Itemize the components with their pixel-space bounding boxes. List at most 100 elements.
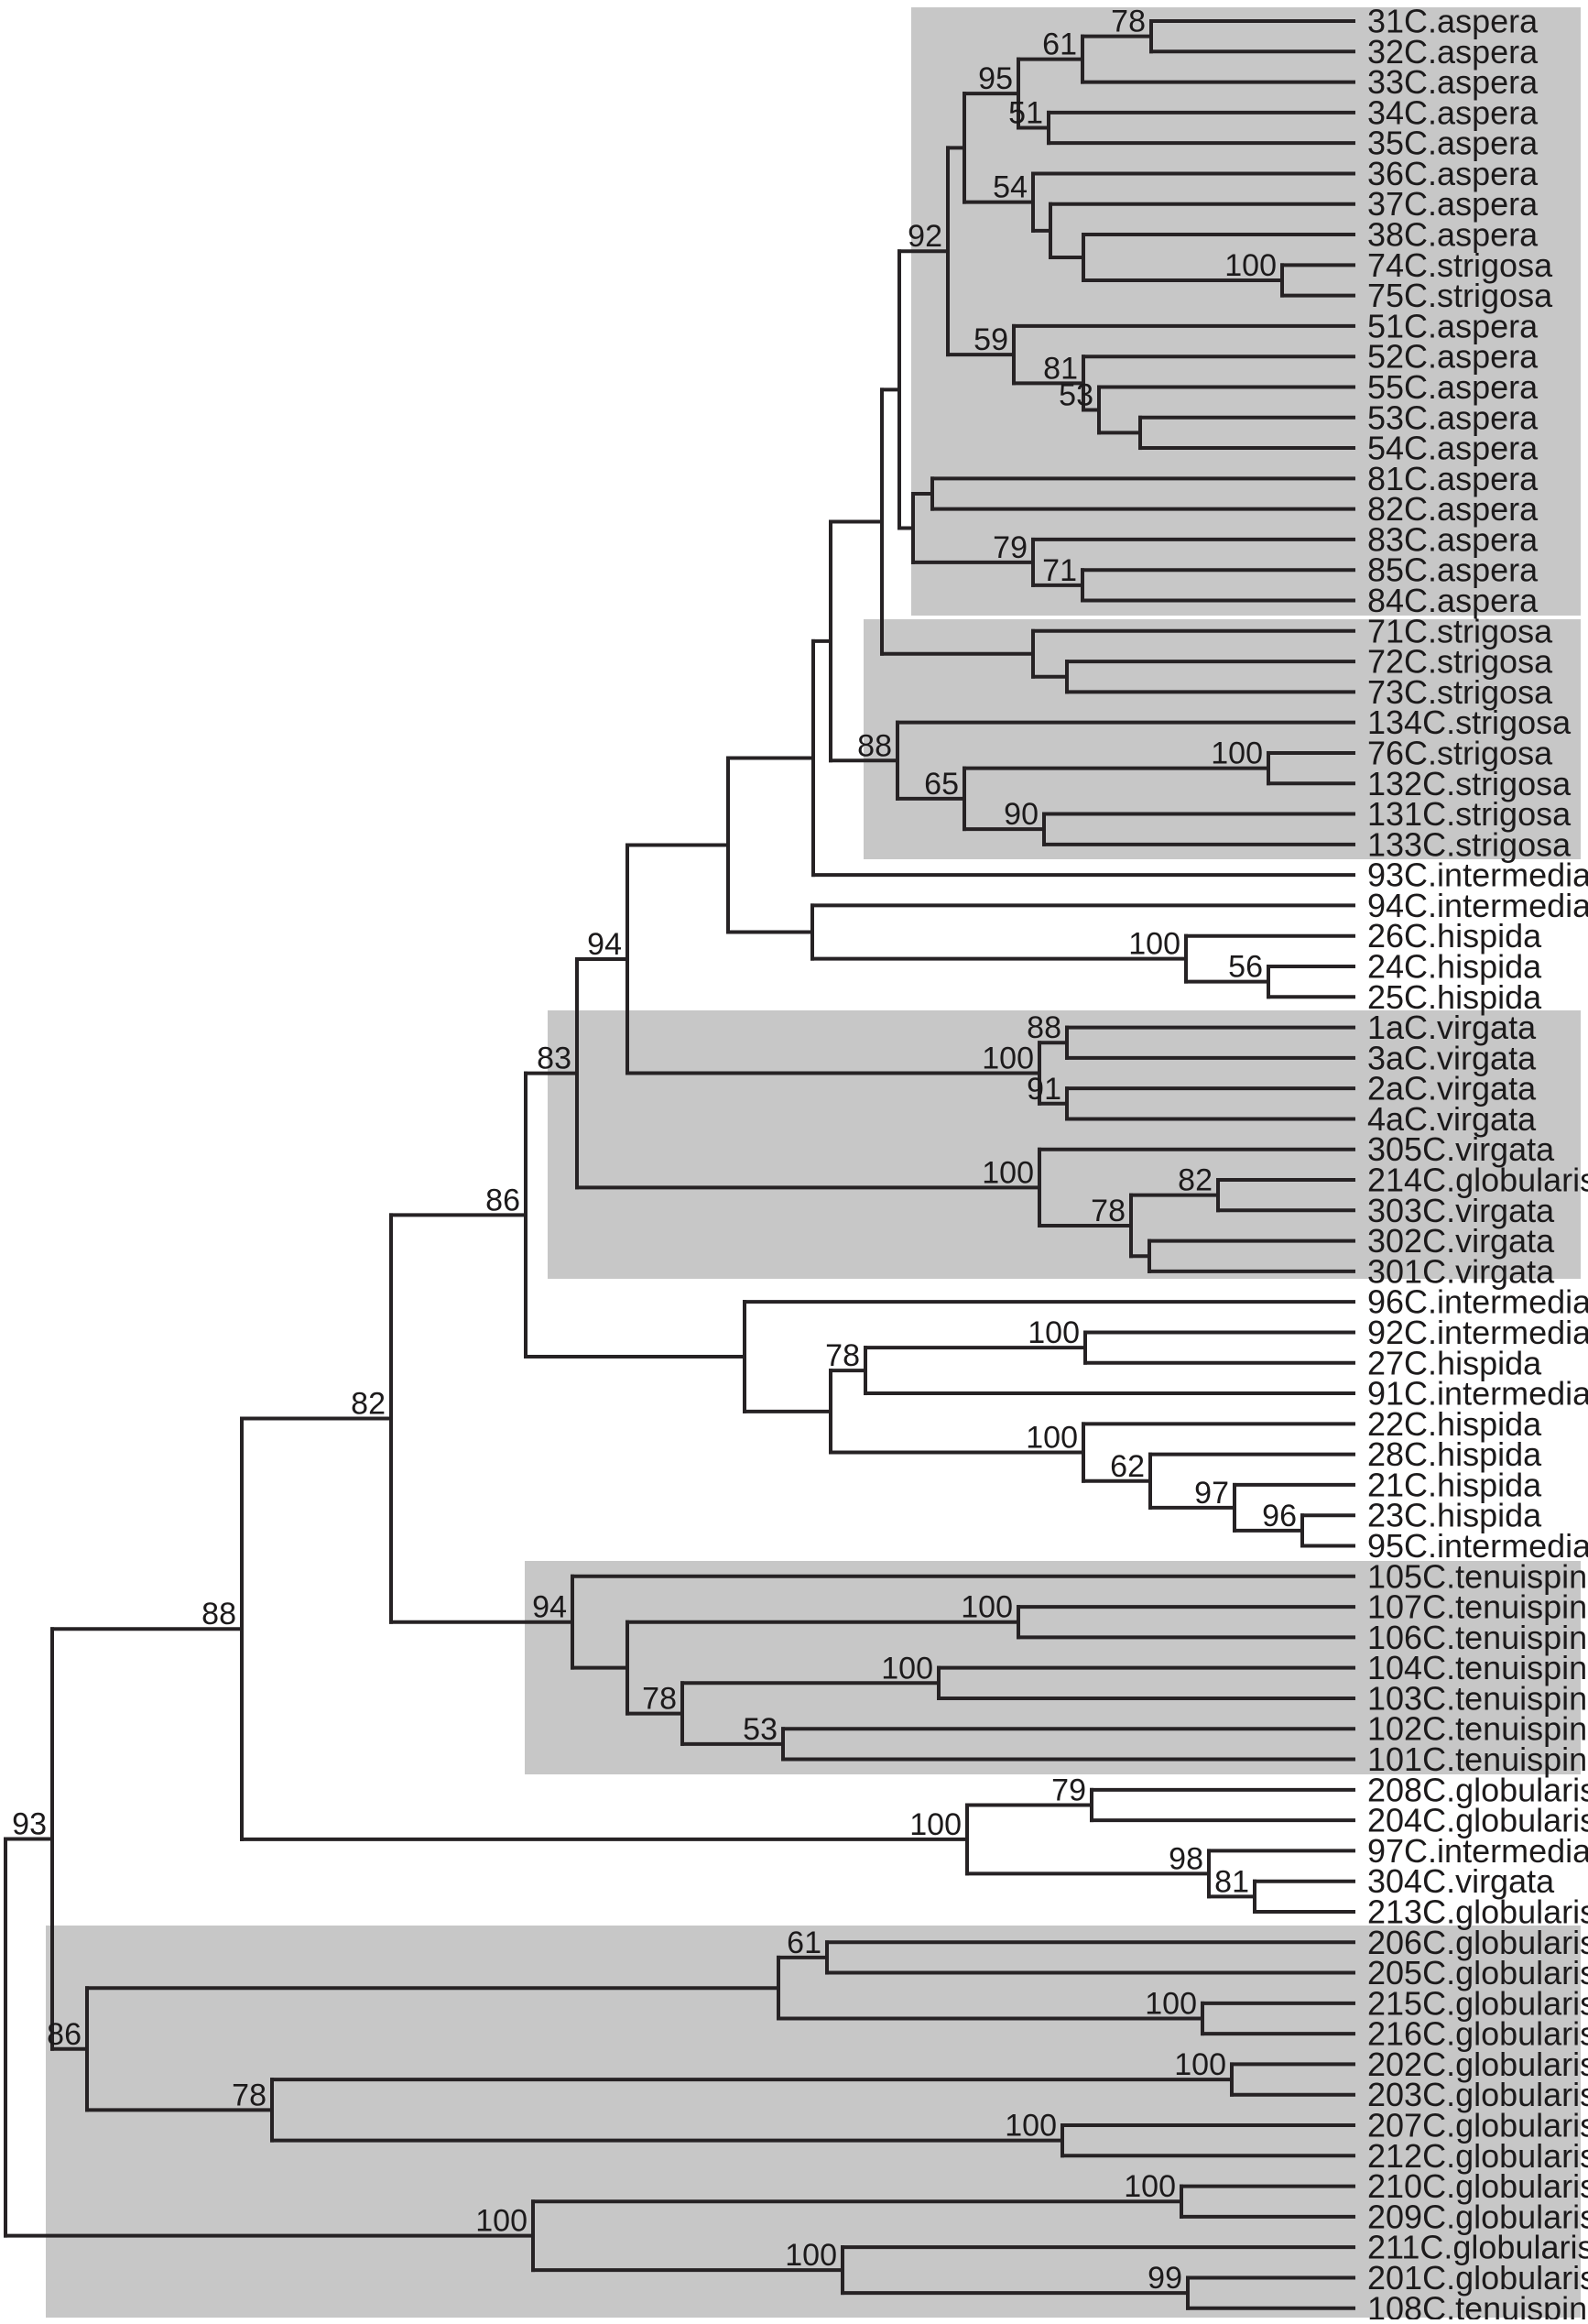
taxon-label: 83C.aspera (1367, 520, 1539, 558)
bootstrap-value-label: 78 (1091, 1194, 1126, 1228)
bootstrap-value-label: 91 (1027, 1072, 1061, 1107)
bootstrap-value-label: 78 (642, 1682, 677, 1717)
taxon-label: 4aC.virgata (1367, 1100, 1537, 1138)
taxon-label: 2aC.virgata (1367, 1070, 1537, 1107)
taxon-label: 25C.hispida (1367, 978, 1542, 1016)
taxon-label: 107C.tenuispina (1367, 1588, 1588, 1626)
taxon-label: 205C.globularis (1367, 1954, 1588, 1991)
clade-box (46, 1926, 1581, 2318)
bootstrap-value-label: 100 (1128, 927, 1180, 962)
taxon-label: 304C.virgata (1367, 1862, 1555, 1900)
taxon-label: 81C.aspera (1367, 460, 1539, 497)
bootstrap-value-label: 81 (1214, 1864, 1249, 1899)
taxon-label: 104C.tenuispina (1367, 1649, 1588, 1686)
taxon-label: 211C.globularis (1367, 2229, 1588, 2266)
bootstrap-value-label: 100 (785, 2238, 837, 2273)
taxon-label: 302C.virgata (1367, 1222, 1555, 1260)
bootstrap-value-label: 90 (1004, 797, 1039, 832)
clade-box (864, 619, 1581, 859)
bootstrap-value-label: 100 (881, 1651, 933, 1686)
bootstrap-value-label: 100 (475, 2204, 528, 2239)
taxon-label: 103C.tenuispina (1367, 1679, 1588, 1717)
taxon-label: 23C.hispida (1367, 1497, 1542, 1534)
bootstrap-value-label: 61 (1042, 27, 1077, 62)
taxon-label: 3aC.virgata (1367, 1039, 1537, 1076)
bootstrap-value-label: 100 (1224, 248, 1277, 283)
bootstrap-value-label: 82 (351, 1387, 386, 1422)
bootstrap-value-label: 88 (1027, 1010, 1061, 1045)
taxon-label: 55C.aspera (1367, 368, 1539, 406)
bootstrap-value-label: 51 (1008, 96, 1043, 131)
taxon-label: 24C.hispida (1367, 947, 1542, 985)
taxon-label: 75C.strigosa (1367, 277, 1553, 314)
bootstrap-value-label: 53 (1059, 377, 1093, 412)
bootstrap-value-label: 78 (1111, 5, 1146, 39)
bootstrap-value-label: 100 (982, 1155, 1034, 1190)
bootstrap-value-label: 78 (825, 1338, 860, 1373)
taxon-label: 73C.strigosa (1367, 673, 1553, 711)
taxon-label: 92C.intermedia (1367, 1314, 1588, 1351)
taxon-label: 76C.strigosa (1367, 734, 1553, 771)
bootstrap-value-label: 100 (1211, 736, 1263, 771)
taxon-label: 95C.intermedia (1367, 1527, 1588, 1565)
taxon-label: 22C.hispida (1367, 1405, 1542, 1443)
taxon-label: 94C.intermedia (1367, 887, 1588, 924)
bootstrap-value-label: 100 (909, 1807, 962, 1842)
taxon-label: 27C.hispida (1367, 1344, 1542, 1381)
taxon-label: 53C.aspera (1367, 398, 1539, 436)
taxon-label: 108C.tenuispina (1367, 2289, 1588, 2319)
bootstrap-value-label: 100 (1124, 2169, 1176, 2204)
taxon-label: 215C.globularis (1367, 1984, 1588, 2022)
bootstrap-value-label: 86 (485, 1183, 520, 1217)
taxon-label: 212C.globularis (1367, 2137, 1588, 2175)
taxon-label: 301C.virgata (1367, 1252, 1555, 1290)
taxon-label: 101C.tenuispina (1367, 1740, 1588, 1778)
bootstrap-value-label: 88 (857, 728, 892, 763)
bootstrap-value-label: 71 (1042, 553, 1077, 588)
taxon-label: 105C.tenuispina (1367, 1557, 1588, 1595)
taxon-label: 74C.strigosa (1367, 246, 1553, 284)
taxon-label: 85C.aspera (1367, 551, 1539, 589)
taxon-label: 38C.aspera (1367, 216, 1539, 254)
taxon-label: 54C.aspera (1367, 430, 1539, 467)
taxon-label: 305C.virgata (1367, 1130, 1555, 1168)
taxon-label: 201C.globularis (1367, 2259, 1588, 2297)
taxon-label: 132C.strigosa (1367, 765, 1572, 802)
bootstrap-value-label: 53 (743, 1712, 778, 1747)
bootstrap-value-label: 62 (1110, 1449, 1145, 1484)
taxon-label: 206C.globularis (1367, 1924, 1588, 1961)
taxon-label: 51C.aspera (1367, 307, 1539, 344)
bootstrap-value-label: 96 (1262, 1499, 1297, 1533)
taxon-label: 1aC.virgata (1367, 1009, 1537, 1046)
taxon-label: 52C.aspera (1367, 338, 1539, 376)
bootstrap-value-label: 100 (982, 1042, 1034, 1076)
bootstrap-value-label: 99 (1147, 2261, 1182, 2296)
taxon-label: 207C.globularis (1367, 2107, 1588, 2144)
bootstrap-value-label: 100 (1028, 1315, 1080, 1350)
bootstrap-value-label: 100 (1174, 2047, 1226, 2082)
bootstrap-value-label: 65 (924, 767, 959, 802)
taxon-label: 216C.globularis (1367, 2015, 1588, 2053)
taxon-label: 102C.tenuispina (1367, 1710, 1588, 1748)
taxon-label: 209C.globularis (1367, 2198, 1588, 2235)
bootstrap-value-label: 79 (993, 530, 1028, 565)
taxon-label: 210C.globularis (1367, 2167, 1588, 2205)
bootstrap-value-label: 78 (232, 2078, 266, 2112)
taxon-label: 97C.intermedia (1367, 1832, 1588, 1870)
taxon-label: 36C.aspera (1367, 155, 1539, 192)
taxon-label: 28C.hispida (1367, 1435, 1542, 1473)
taxon-label: 303C.virgata (1367, 1192, 1555, 1229)
bootstrap-value-label: 81 (1043, 351, 1078, 386)
bootstrap-value-label: 61 (787, 1926, 821, 1960)
taxon-label: 82C.aspera (1367, 490, 1539, 528)
clade-box (911, 7, 1581, 616)
taxon-label: 202C.globularis (1367, 2046, 1588, 2083)
bootstrap-value-label: 82 (1178, 1163, 1213, 1198)
bootstrap-value-label: 98 (1169, 1841, 1203, 1876)
bootstrap-value-label: 88 (201, 1597, 236, 1631)
clade-box (548, 1010, 1581, 1279)
bootstrap-value-label: 97 (1194, 1476, 1229, 1511)
taxon-label: 91C.intermedia (1367, 1375, 1588, 1413)
bootstrap-value-label: 92 (908, 219, 942, 254)
